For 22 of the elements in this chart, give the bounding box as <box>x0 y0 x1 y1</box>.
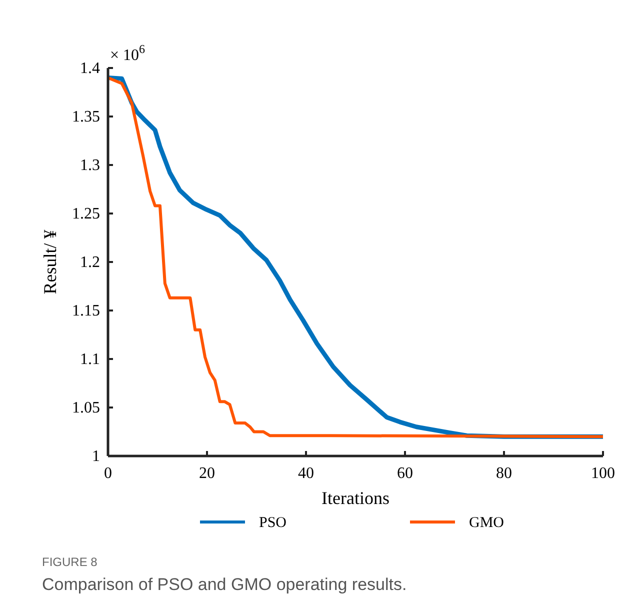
x-tick-label: 40 <box>298 465 314 482</box>
y-tick-label: 1.25 <box>72 206 100 222</box>
caption: FIGURE 8 <box>42 555 98 569</box>
x-tick-label: 100 <box>591 465 615 482</box>
x-tick-label: 20 <box>199 465 215 482</box>
x-tick-label: 80 <box>496 465 512 482</box>
y-tick-label: 1.1 <box>80 351 100 368</box>
text: Comparison of PSO and GMO operating results. <box>42 575 407 594</box>
x-tick-label: 60 <box>397 465 413 482</box>
y-axis-title: Result/ ¥ <box>40 230 60 294</box>
y-tick-label: 1.2 <box>80 254 100 271</box>
y-tick-label: 1.35 <box>72 108 100 126</box>
x-axis-title: Iterations <box>322 488 390 508</box>
legend-label: GMO <box>469 515 504 531</box>
y-tick-label: 1.3 <box>80 157 100 174</box>
y-tick-label: 1.05 <box>72 400 100 416</box>
text: × 10$^{6}$ <box>110 42 146 64</box>
y-tick-label: 1.15 <box>72 302 100 320</box>
y-tick-label: 1 <box>92 448 100 465</box>
legend-label: PSO <box>259 515 287 531</box>
x-tick-label: 0 <box>104 465 112 482</box>
y-tick-label: 1.4 <box>80 60 100 77</box>
